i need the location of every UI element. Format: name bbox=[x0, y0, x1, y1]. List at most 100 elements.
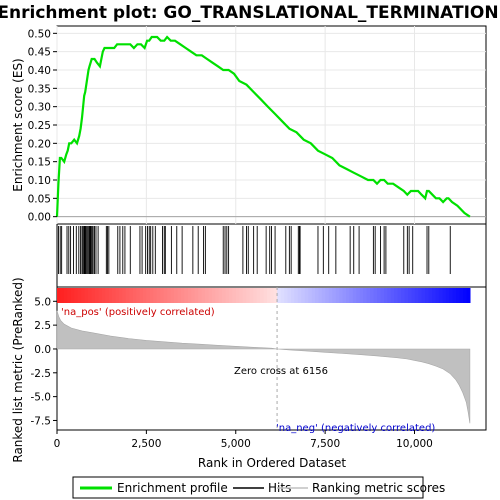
rank-band-segment bbox=[263, 288, 268, 303]
rank-band-segment bbox=[94, 288, 99, 303]
rank-band-segment bbox=[149, 288, 154, 303]
enrichment-profile-line bbox=[55, 35, 471, 218]
metric-tick-label: 0.0 bbox=[34, 344, 51, 356]
rank-band-segment bbox=[146, 288, 151, 303]
rank-band-segment bbox=[118, 288, 123, 303]
rank-band-segment bbox=[421, 288, 426, 303]
rank-band-segment bbox=[232, 288, 237, 303]
metric-tick-label: 2.5 bbox=[34, 320, 51, 332]
rank-band-segment bbox=[325, 288, 330, 303]
rank-band-segment bbox=[284, 288, 289, 303]
rank-band-segment bbox=[204, 288, 210, 303]
rank-band-segment bbox=[98, 288, 103, 303]
metric-tick-label: 5.0 bbox=[34, 296, 51, 308]
rank-band-segment bbox=[256, 288, 261, 303]
rank-band-segment bbox=[414, 288, 419, 303]
es-tick-label: 0.05 bbox=[28, 193, 51, 205]
rank-band-segment bbox=[211, 288, 216, 303]
rank-band-segment bbox=[218, 288, 223, 303]
rank-band-segment bbox=[363, 288, 368, 303]
rank-band-segment bbox=[346, 288, 351, 303]
rank-band-segment bbox=[125, 288, 130, 303]
rank-band-segment bbox=[215, 288, 220, 303]
rank-band-segment bbox=[235, 288, 240, 303]
rank-band-segment bbox=[377, 288, 382, 303]
rank-band-segment bbox=[139, 288, 144, 303]
neg-correlated-label: 'na_neg' (negatively correlated) bbox=[276, 423, 435, 434]
rank-band-segment bbox=[191, 288, 196, 303]
hits-layer bbox=[57, 226, 451, 274]
es-tick-label: 0.30 bbox=[28, 102, 51, 114]
rank-band-segment bbox=[136, 288, 141, 303]
rank-band-segment bbox=[394, 288, 399, 303]
rank-band-segment bbox=[156, 288, 161, 303]
es-tick-label: 0.15 bbox=[28, 157, 51, 169]
rank-band-segment bbox=[425, 288, 430, 303]
rank-band-segment bbox=[180, 288, 185, 303]
x-tick-label: 2,500 bbox=[131, 438, 161, 450]
rank-band-segment bbox=[105, 288, 110, 303]
rank-band-segment bbox=[63, 288, 68, 303]
rank-band-segment bbox=[387, 288, 392, 303]
rank-color-band bbox=[57, 288, 471, 303]
rank-band-segment bbox=[456, 288, 461, 303]
rank-band-segment bbox=[84, 288, 89, 303]
rank-band-segment bbox=[318, 288, 323, 303]
rank-band-segment bbox=[101, 288, 106, 303]
rank-band-segment bbox=[459, 288, 464, 303]
rank-band-segment bbox=[242, 288, 247, 303]
rank-band-segment bbox=[60, 288, 65, 303]
rank-band-segment bbox=[407, 288, 413, 303]
rank-band-segment bbox=[349, 288, 354, 303]
es-tick-label: 0.00 bbox=[28, 212, 51, 224]
es-tick-label: 0.10 bbox=[28, 175, 51, 187]
rank-band-segment bbox=[187, 288, 192, 303]
rank-band-segment bbox=[304, 288, 309, 303]
es-axis-label: Enrichment score (ES) bbox=[11, 58, 25, 191]
rank-band-segment bbox=[297, 288, 302, 303]
rank-band-segment bbox=[321, 288, 326, 303]
rank-band-segment bbox=[273, 288, 278, 303]
rank-band-segment bbox=[404, 288, 409, 303]
rank-band-segment bbox=[342, 288, 347, 303]
chart-title: Enrichment plot: GO_TRANSLATIONAL_TERMIN… bbox=[0, 3, 499, 23]
rank-band-segment bbox=[57, 288, 62, 303]
es-tick-label: 0.25 bbox=[28, 120, 51, 132]
rank-band-segment bbox=[294, 288, 299, 303]
rank-band-segment bbox=[129, 288, 134, 303]
es-tick-label: 0.40 bbox=[28, 65, 51, 77]
rank-band-segment bbox=[380, 288, 385, 303]
rank-band-segment bbox=[170, 288, 175, 303]
rank-band-segment bbox=[397, 288, 402, 303]
rank-band-segment bbox=[70, 288, 75, 303]
rank-band-segment bbox=[366, 288, 371, 303]
rank-band-segment bbox=[428, 288, 433, 303]
rank-band-segment bbox=[280, 288, 285, 303]
rank-band-segment bbox=[122, 288, 127, 303]
x-tick-label: 0 bbox=[54, 438, 61, 450]
rank-band-segment bbox=[311, 288, 316, 303]
rank-band-segment bbox=[270, 288, 275, 303]
rank-band-segment bbox=[108, 288, 113, 303]
rank-band-segment bbox=[432, 288, 437, 303]
rank-band-segment bbox=[81, 288, 86, 303]
legend-label-enrichment: Enrichment profile bbox=[117, 481, 228, 495]
x-tick-label: 7,500 bbox=[310, 438, 340, 450]
legend: Enrichment profile Hits Ranking metric s… bbox=[72, 476, 445, 499]
rank-band-segment bbox=[466, 288, 471, 303]
rank-band-segment bbox=[225, 288, 230, 303]
rank-band-segment bbox=[445, 288, 450, 303]
pos-correlated-label: 'na_pos' (positively correlated) bbox=[61, 307, 215, 318]
rank-band-segment bbox=[418, 288, 423, 303]
rank-band-segment bbox=[91, 288, 96, 303]
rank-band-segment bbox=[277, 288, 282, 303]
rank-band-segment bbox=[160, 288, 165, 303]
rank-band-segment bbox=[411, 288, 416, 303]
rank-band-segment bbox=[401, 288, 406, 303]
es-tick-label: 0.35 bbox=[28, 83, 51, 95]
rank-band-segment bbox=[229, 288, 234, 303]
rank-band-segment bbox=[301, 288, 306, 303]
rank-band-segment bbox=[452, 288, 457, 303]
rank-band-segment bbox=[287, 288, 292, 303]
metric-tick-label: -7.5 bbox=[31, 415, 52, 427]
